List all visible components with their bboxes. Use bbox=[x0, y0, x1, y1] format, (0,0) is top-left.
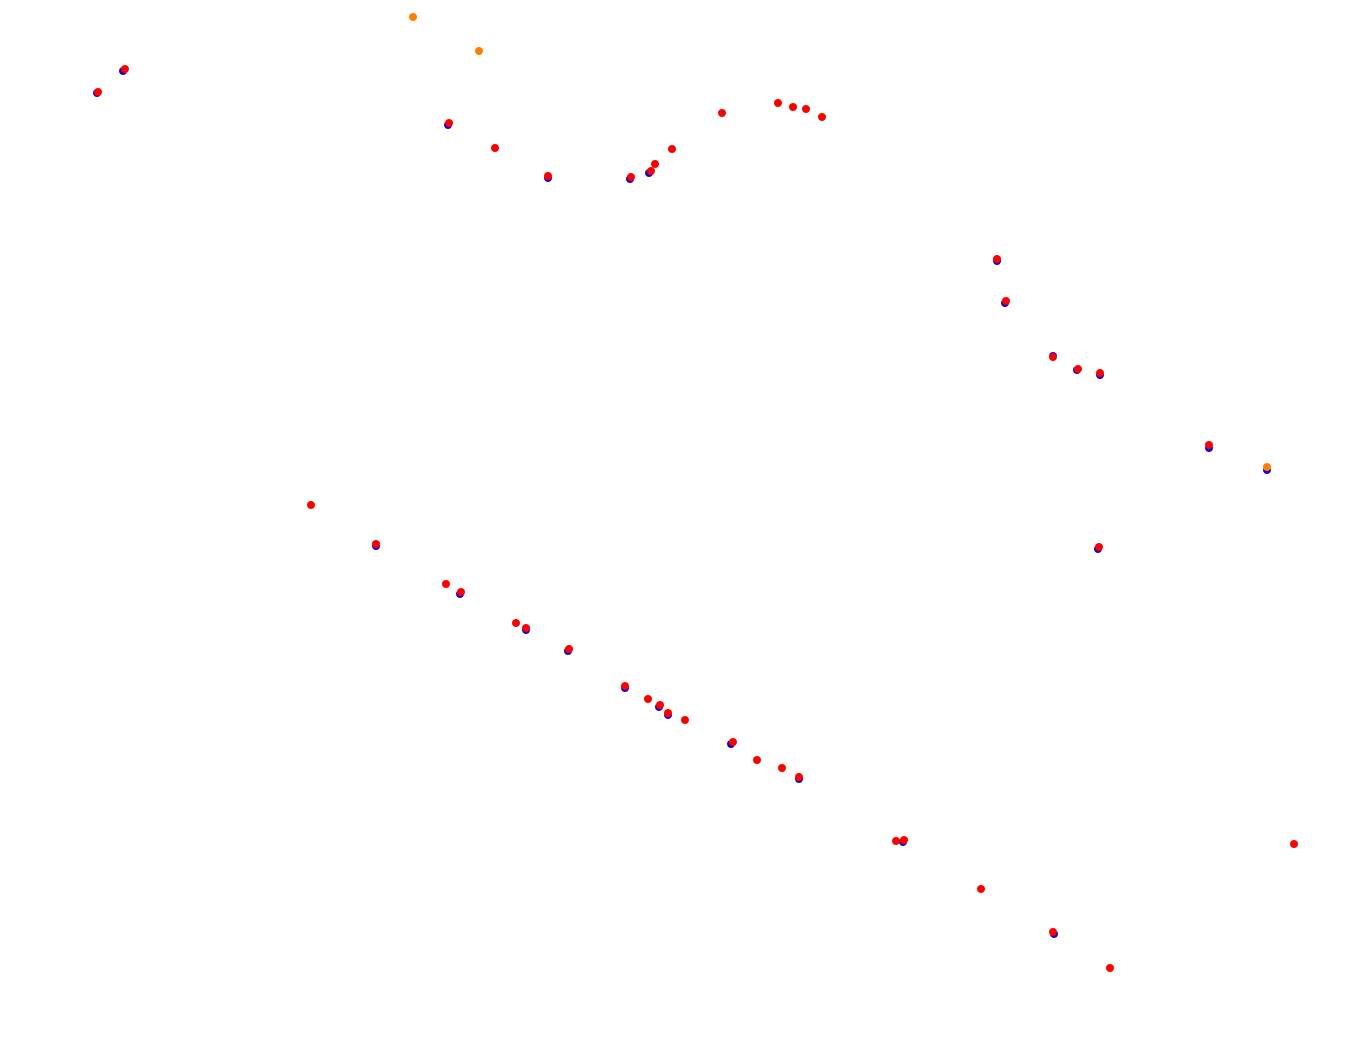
point bbox=[1049, 928, 1057, 936]
point bbox=[121, 65, 129, 73]
point bbox=[774, 99, 782, 107]
point bbox=[491, 144, 499, 152]
point bbox=[789, 103, 797, 111]
point bbox=[512, 619, 520, 627]
point bbox=[621, 682, 629, 690]
point bbox=[544, 172, 552, 180]
point bbox=[795, 773, 803, 781]
point bbox=[644, 695, 652, 703]
point bbox=[718, 109, 726, 117]
point bbox=[442, 580, 450, 588]
point bbox=[778, 764, 786, 772]
point bbox=[1106, 964, 1114, 972]
point bbox=[475, 47, 483, 55]
point bbox=[522, 624, 530, 632]
point bbox=[651, 160, 659, 168]
point bbox=[656, 701, 664, 709]
point bbox=[818, 113, 826, 121]
point bbox=[993, 255, 1001, 263]
point bbox=[681, 716, 689, 724]
point bbox=[1263, 463, 1271, 471]
point bbox=[307, 501, 315, 509]
point bbox=[1049, 353, 1057, 361]
point bbox=[457, 588, 465, 596]
point bbox=[445, 119, 453, 127]
point bbox=[664, 709, 672, 717]
point bbox=[647, 167, 655, 175]
point bbox=[977, 885, 985, 893]
point bbox=[372, 540, 380, 548]
point bbox=[1095, 543, 1103, 551]
point bbox=[1002, 297, 1010, 305]
point bbox=[1096, 369, 1104, 377]
point bbox=[565, 645, 573, 653]
point bbox=[409, 13, 417, 21]
point bbox=[1290, 840, 1298, 848]
point bbox=[729, 738, 737, 746]
point bbox=[1074, 365, 1082, 373]
point bbox=[753, 756, 761, 764]
point bbox=[668, 145, 676, 153]
point bbox=[627, 173, 635, 181]
point bbox=[892, 837, 900, 845]
point bbox=[900, 836, 908, 844]
point bbox=[802, 105, 810, 113]
point bbox=[1205, 441, 1213, 449]
point bbox=[94, 88, 102, 96]
